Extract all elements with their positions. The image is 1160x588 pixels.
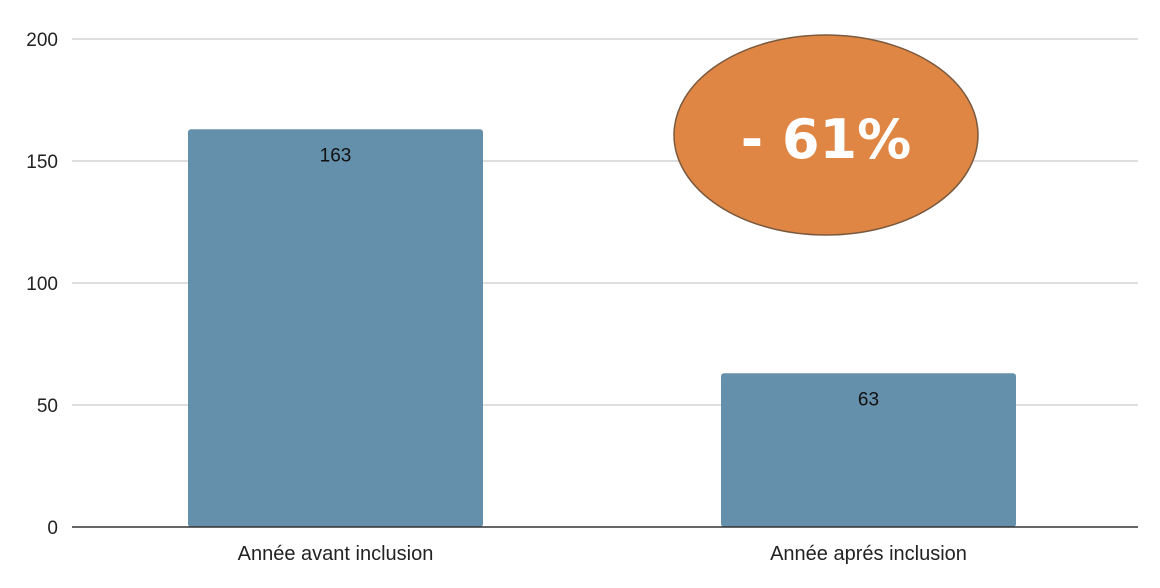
badge-text: - 61% bbox=[741, 108, 911, 171]
y-tick-label-200: 200 bbox=[26, 30, 58, 51]
y-tick-label-150: 150 bbox=[26, 152, 58, 173]
bar-value-label-2: 63 bbox=[858, 389, 879, 410]
x-category-label-1: Année avant inclusion bbox=[238, 543, 434, 565]
bar-1 bbox=[188, 129, 483, 527]
bar-value-label-1: 163 bbox=[320, 145, 352, 166]
y-tick-label-50: 50 bbox=[37, 396, 58, 417]
bars: 163 63 bbox=[188, 129, 1016, 527]
x-category-label-2: Année aprés inclusion bbox=[770, 543, 967, 565]
badge-ellipse bbox=[673, 34, 979, 236]
y-tick-label-100: 100 bbox=[26, 274, 58, 295]
percent-change-badge: - 61% bbox=[673, 34, 979, 236]
bar-2 bbox=[721, 373, 1016, 527]
y-axis-ticks: 0 50 100 150 200 bbox=[26, 30, 58, 539]
y-tick-label-0: 0 bbox=[47, 518, 58, 539]
x-axis-categories: Année avant inclusion Année aprés inclusi… bbox=[238, 543, 967, 565]
